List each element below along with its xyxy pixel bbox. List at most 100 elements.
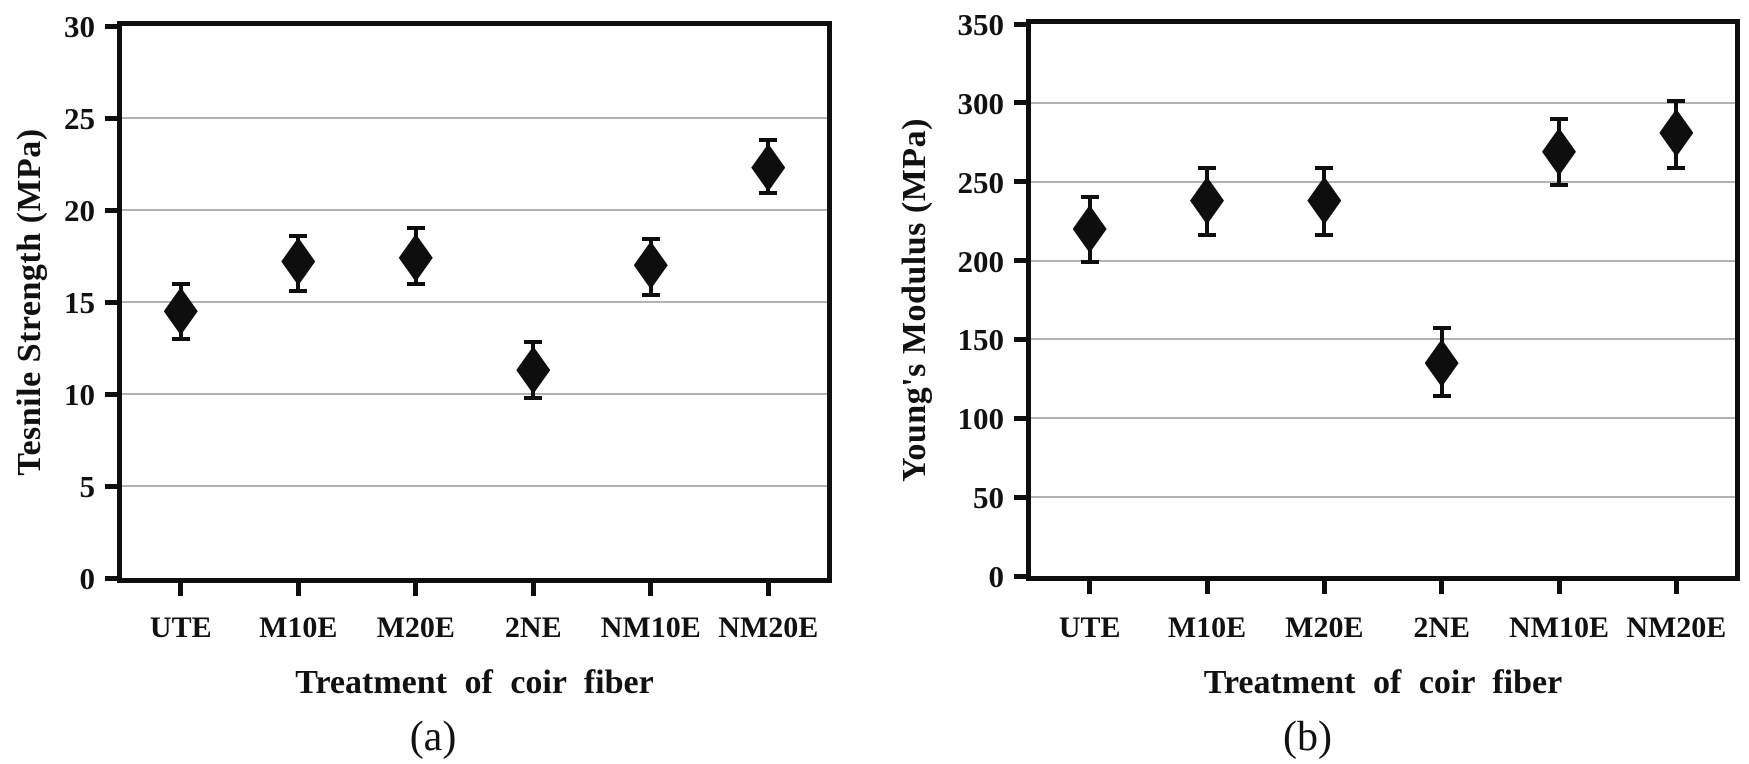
x-tick-label-NM20E: NM20E (718, 611, 819, 644)
error-cap-bottom-UTE (171, 336, 190, 341)
y-tick-label-30: 30 (64, 9, 95, 44)
data-point-marker-M20E (1307, 176, 1342, 225)
x-tick-label-UTE: UTE (149, 611, 212, 644)
gridline-150 (1031, 338, 1735, 341)
y-tick-5 (105, 483, 117, 489)
y-tick-20 (105, 207, 117, 213)
data-point-marker-UTE (163, 287, 198, 336)
x-tick-2NE (530, 583, 536, 596)
data-point-marker-2NE (1424, 339, 1459, 388)
x-tick-M20E (1321, 581, 1327, 594)
error-cap-bottom-M20E (406, 281, 425, 286)
x-tick-label-NM10E: NM10E (600, 611, 701, 644)
x-tick-M10E (295, 583, 301, 596)
plot-area-youngs-modulus (1026, 19, 1740, 581)
y-tick-300 (1014, 100, 1026, 106)
y-tick-150 (1014, 336, 1026, 342)
error-cap-top-2NE (1432, 326, 1451, 331)
y-tick-50 (1014, 494, 1026, 500)
error-cap-bottom-2NE (1432, 394, 1451, 399)
gridline-15 (122, 301, 827, 303)
data-point-marker-2NE (516, 346, 551, 395)
error-cap-bottom-2NE (524, 395, 543, 400)
x-tick-M20E (413, 583, 419, 596)
chart-panel-a: Tesnile Strength (MPa) Treatment of coir… (0, 0, 866, 764)
y-tick-0 (1014, 573, 1026, 579)
x-tick-NM20E (1673, 581, 1679, 594)
y-tick-label-10: 10 (64, 377, 95, 412)
x-tick-UTE (1087, 581, 1093, 594)
x-tick-NM10E (1556, 581, 1562, 594)
panel-caption-a: (a) (409, 714, 457, 760)
error-cap-bottom-M10E (289, 288, 308, 293)
data-point-marker-NM10E (633, 241, 668, 290)
error-cap-top-NM10E (1550, 116, 1568, 121)
error-cap-bottom-NM10E (1550, 182, 1568, 187)
y-tick-label-250: 250 (957, 164, 1005, 200)
error-cap-bottom-NM20E (1667, 165, 1686, 170)
y-tick-label-150: 150 (957, 322, 1005, 358)
error-cap-bottom-M10E (1198, 233, 1216, 238)
x-tick-label-M20E: M20E (376, 611, 455, 644)
y-tick-label-15: 15 (64, 285, 95, 320)
y-tick-label-100: 100 (957, 401, 1005, 437)
error-cap-top-2NE (524, 340, 543, 345)
error-cap-bottom-NM10E (641, 292, 660, 297)
y-tick-200 (1014, 258, 1026, 264)
data-point-marker-UTE (1072, 205, 1107, 254)
error-cap-top-NM10E (641, 237, 660, 242)
gridline-200 (1031, 259, 1735, 262)
plot-area-tensile-strength (117, 21, 832, 583)
y-tick-label-5: 5 (79, 469, 96, 504)
gridline-100 (1031, 417, 1735, 420)
gridline-300 (1031, 101, 1735, 104)
data-point-marker-M20E (398, 233, 433, 282)
panel-caption-b: (b) (1283, 714, 1332, 760)
x-tick-UTE (178, 583, 184, 596)
y-tick-label-300: 300 (957, 85, 1005, 121)
y-tick-250 (1014, 179, 1026, 185)
data-point-marker-NM20E (751, 143, 786, 192)
error-cap-top-M20E (406, 226, 425, 231)
y-tick-label-20: 20 (64, 193, 95, 228)
y-tick-100 (1014, 415, 1026, 421)
y-tick-10 (105, 391, 117, 397)
gridline-50 (1031, 496, 1735, 499)
x-tick-label-2NE: 2NE (1413, 611, 1470, 644)
error-cap-top-M10E (289, 233, 308, 238)
y-tick-25 (105, 115, 117, 121)
x-tick-label-M10E: M10E (1167, 611, 1247, 644)
x-tick-NM20E (765, 583, 771, 596)
y-tick-label-350: 350 (957, 7, 1005, 42)
x-tick-label-UTE: UTE (1058, 611, 1121, 644)
y-tick-30 (105, 23, 117, 29)
error-cap-bottom-NM20E (759, 191, 778, 196)
y-tick-350 (1014, 21, 1026, 27)
y-tick-label-0: 0 (79, 561, 96, 596)
gridline-250 (1031, 180, 1735, 183)
x-tick-label-NM10E: NM10E (1509, 611, 1609, 644)
error-cap-bottom-M20E (1315, 233, 1334, 238)
error-cap-top-M10E (1198, 165, 1216, 170)
error-cap-top-UTE (1080, 195, 1099, 200)
gridline-5 (122, 485, 827, 487)
gridline-25 (122, 117, 827, 119)
x-tick-M10E (1204, 581, 1210, 594)
x-axis-title-a: Treatment of coir fiber (295, 664, 654, 701)
y-tick-0 (105, 575, 117, 581)
x-tick-label-M10E: M10E (259, 611, 338, 644)
y-tick-label-0: 0 (988, 559, 1005, 594)
y-tick-15 (105, 299, 117, 305)
error-cap-top-M20E (1315, 165, 1334, 170)
error-cap-top-NM20E (759, 138, 778, 143)
error-cap-top-UTE (171, 281, 190, 286)
x-tick-NM10E (648, 583, 654, 596)
data-point-marker-NM10E (1542, 127, 1576, 176)
error-cap-top-NM20E (1667, 99, 1686, 104)
chart-panel-b: Young's Modulus (MPa) Treatment of coir … (866, 0, 1749, 764)
data-point-marker-M10E (1190, 176, 1224, 225)
data-point-marker-M10E (281, 237, 316, 286)
x-tick-label-2NE: 2NE (504, 611, 562, 644)
y-tick-label-50: 50 (973, 480, 1004, 516)
